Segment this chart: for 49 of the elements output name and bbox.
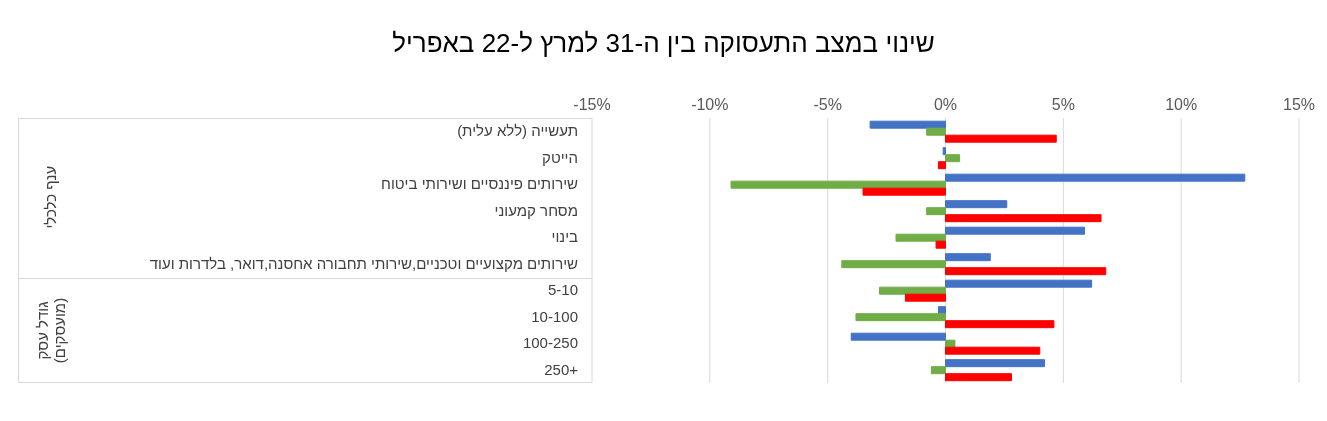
y-tick-label: הייטק — [542, 148, 578, 166]
text: גודל עסק (מועסקים) — [33, 296, 68, 365]
bar — [862, 187, 946, 196]
bar — [926, 127, 946, 136]
bar — [942, 147, 946, 156]
bar — [945, 267, 1107, 276]
y-tick-label: שירותים פיננסיים ושירותי ביטוח — [381, 175, 579, 193]
bar — [850, 332, 946, 341]
bar — [945, 320, 1055, 329]
bar — [945, 373, 1012, 382]
bar — [930, 366, 946, 375]
y-tick-label: +250 — [544, 360, 579, 378]
bar — [945, 134, 1057, 143]
y-tick-label: 10-100 — [531, 307, 578, 325]
bar — [904, 293, 946, 302]
x-tick-label: 0% — [933, 96, 958, 113]
bar — [945, 226, 1086, 235]
y-tick-label: 5-10 — [547, 281, 578, 299]
text: ענף כלכלי — [41, 165, 60, 231]
bar — [945, 214, 1102, 223]
bar — [869, 120, 946, 129]
bar — [945, 173, 1246, 182]
y-tick-label: תעשייה (ללא עלית) — [457, 122, 578, 140]
y-tick-label: שירותים מקצועיים וטכניים,שירותי תחבורה אחסנה,דואר, בלדרות ועוד — [149, 254, 579, 272]
bar — [841, 260, 946, 269]
bar — [945, 253, 991, 262]
bar — [945, 200, 1008, 209]
bar — [945, 279, 1093, 288]
bar — [945, 346, 1041, 355]
bar — [895, 233, 946, 242]
x-tick-label: 10% — [1165, 96, 1198, 113]
x-tick-label: -10% — [691, 96, 729, 113]
bar — [945, 339, 956, 348]
bar — [730, 180, 946, 189]
y-tick-label: מסחר קמעוני — [494, 201, 578, 219]
bar — [855, 313, 946, 322]
bar — [926, 207, 946, 216]
y-tick-label: 100-250 — [522, 334, 578, 352]
bar — [937, 161, 946, 170]
x-tick-label: 15% — [1282, 96, 1316, 113]
bar — [945, 359, 1045, 368]
bar — [945, 154, 961, 163]
x-tick-label: -15% — [573, 96, 611, 113]
bar — [935, 240, 946, 249]
chart-title: שינוי במצב התעסוקה בין ה-31 למרץ ל-22 באפריל — [391, 26, 936, 60]
x-tick-label: -5% — [813, 96, 842, 113]
y-tick-label: בינוי — [551, 228, 579, 246]
bar — [879, 286, 946, 295]
x-tick-label: 5% — [1051, 96, 1075, 113]
